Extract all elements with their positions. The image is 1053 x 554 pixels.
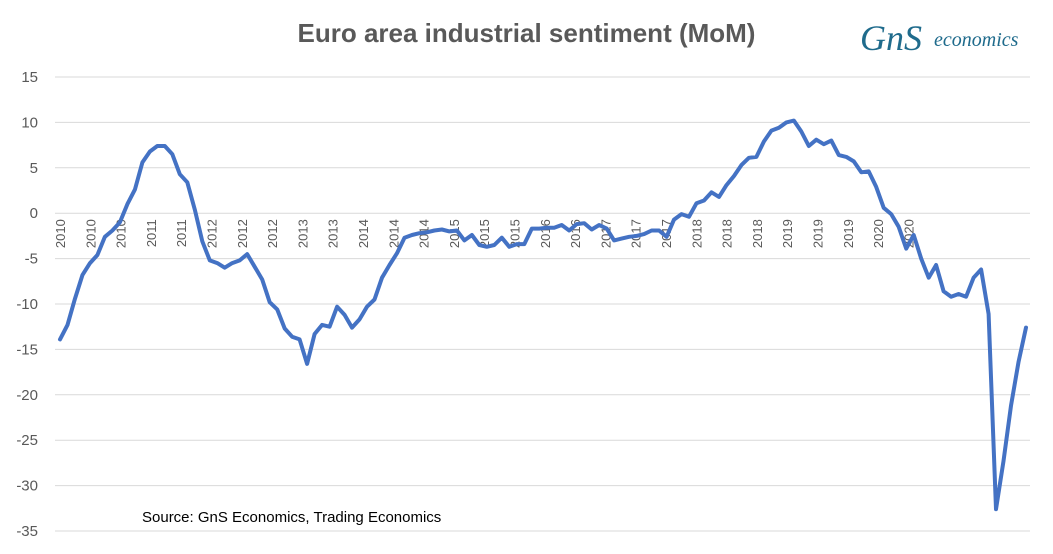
x-tick-label: 2015: [508, 219, 523, 248]
x-tick-label: 2017: [629, 219, 644, 248]
x-tick-label: 2013: [326, 219, 341, 248]
x-tick-label: 2011: [174, 219, 189, 247]
logo-tagline: economics: [934, 29, 1019, 51]
series-layer: [58, 118, 1028, 512]
gridlines: [55, 76, 1030, 532]
series-line: [58, 118, 1028, 512]
x-tick-label: 2014: [386, 219, 401, 248]
y-tick-label: -15: [16, 341, 38, 358]
x-tick-label: 2013: [295, 219, 310, 248]
logo-brand: GnS: [860, 18, 922, 58]
x-tick-label: 2019: [780, 219, 795, 248]
y-tick-label: 10: [21, 114, 38, 131]
source-text: Source: GnS Economics, Trading Economics: [142, 509, 441, 526]
y-tick-label: 0: [30, 205, 38, 222]
y-axis: 15 10 5 0 -5 -10 -15 -20 -25 -30 -35: [16, 69, 38, 540]
x-tick-label: 2018: [720, 219, 735, 248]
y-tick-label: -30: [16, 478, 38, 495]
y-tick-label: -10: [16, 296, 38, 313]
gns-logo: GnS economics: [860, 18, 1019, 58]
x-tick-label: 2014: [356, 219, 371, 248]
y-tick-label: -20: [16, 387, 38, 404]
x-tick-label: 2019: [841, 219, 856, 248]
x-tick-label: 2015: [477, 219, 492, 248]
x-tick-label: 2010: [53, 219, 68, 248]
y-tick-label: 5: [30, 160, 38, 177]
x-tick-label: 2020: [871, 219, 886, 248]
x-tick-label: 2019: [811, 219, 826, 248]
chart-title: Euro area industrial sentiment (MoM): [297, 18, 756, 48]
x-tick-label: 2018: [750, 219, 765, 248]
x-tick-label: 2010: [83, 219, 98, 248]
y-tick-label: 15: [21, 69, 38, 86]
x-tick-label: 2015: [447, 219, 462, 248]
y-tick-label: -25: [16, 432, 38, 449]
x-tick-label: 2016: [538, 219, 553, 248]
x-tick-label: 2012: [205, 219, 220, 248]
x-tick-label: 2011: [144, 219, 159, 247]
x-tick-label: 2012: [265, 219, 280, 248]
x-axis: 2010 2010 2010 2011 2011 2012 2012 2012 2013 2013…: [53, 219, 916, 248]
x-tick-label: 2018: [689, 219, 704, 248]
y-tick-label: -5: [25, 251, 38, 268]
x-tick-label: 2012: [235, 219, 250, 248]
y-tick-label: -35: [16, 523, 38, 540]
